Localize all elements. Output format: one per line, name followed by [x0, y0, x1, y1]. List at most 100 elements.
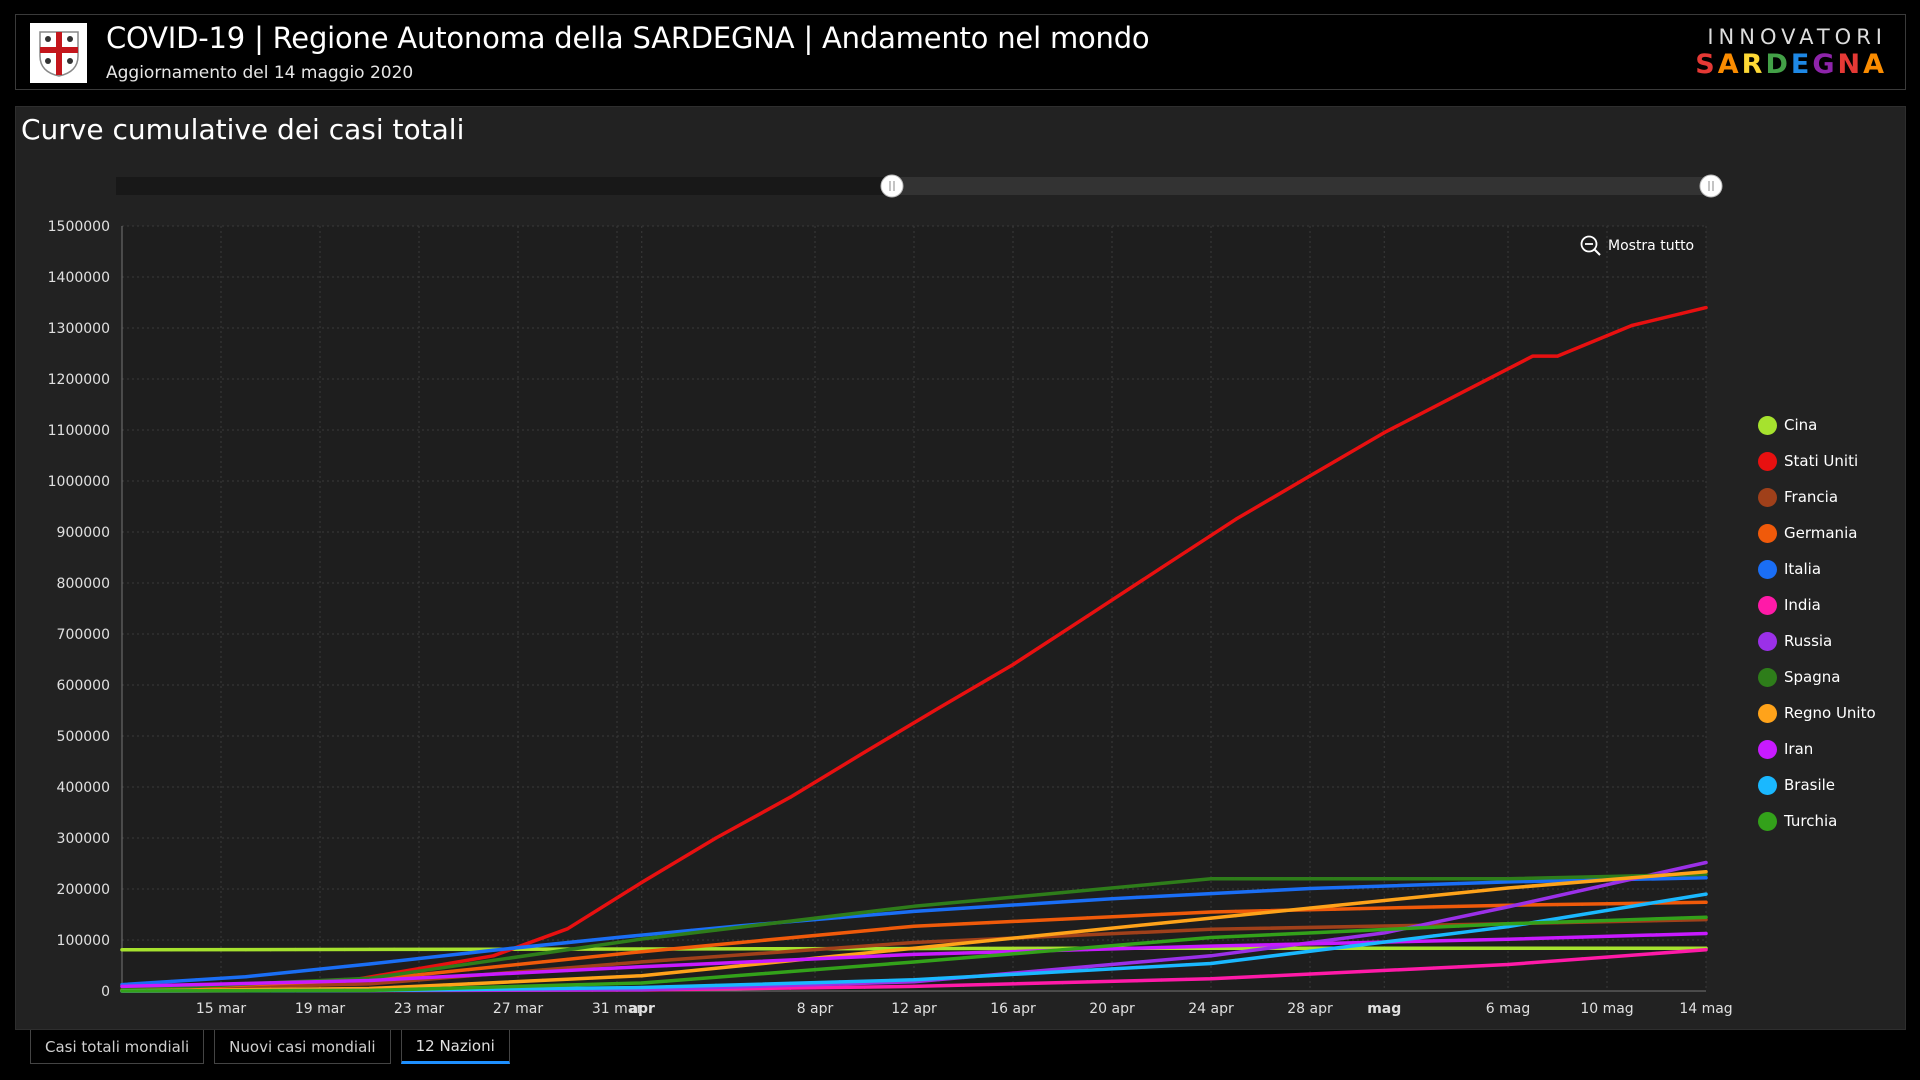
series-point-7: [887, 907, 891, 911]
legend-item[interactable]: Regno Unito: [1758, 695, 1876, 731]
series-point-3: [788, 936, 792, 940]
series-point-0: [1506, 946, 1510, 950]
series-point-7: [986, 897, 990, 902]
series-point-1: [1308, 474, 1312, 478]
series-point-11: [739, 973, 743, 978]
series-point-0: [145, 948, 149, 952]
legend-item[interactable]: Stati Uniti: [1758, 443, 1876, 479]
series-point-1: [1679, 312, 1683, 316]
series-point-4: [912, 909, 916, 914]
series-point-1: [1357, 445, 1362, 449]
series-point-7: [937, 902, 941, 906]
series-point-1: [1258, 503, 1263, 507]
legend-label: Iran: [1784, 740, 1814, 758]
series-point-6: [1085, 965, 1089, 969]
series-point-9: [1654, 933, 1659, 937]
series-point-1: [961, 691, 966, 696]
series-point-11: [788, 969, 792, 974]
series-point-4: [887, 911, 891, 916]
legend-item[interactable]: Germania: [1758, 515, 1876, 551]
legend-label: Italia: [1784, 560, 1822, 578]
legend-item[interactable]: Spagna: [1758, 659, 1876, 695]
series-point-9: [590, 967, 594, 971]
series-point-2: [912, 940, 916, 945]
series-point-10: [1308, 949, 1312, 953]
x-tick-label: 31 mar: [592, 1001, 642, 1017]
series-point-0: [739, 947, 743, 951]
y-tick-label: 600000: [57, 678, 110, 694]
series-point-2: [392, 980, 396, 984]
series-point-7: [1456, 877, 1461, 881]
series-point-11: [1481, 923, 1485, 927]
series-point-4: [615, 935, 619, 940]
legend-item[interactable]: Francia: [1758, 479, 1876, 515]
scrollbar-thumb: [892, 177, 1711, 195]
series-point-11: [442, 986, 446, 991]
series-point-1: [1481, 380, 1485, 384]
series-point-0: [961, 946, 966, 951]
line-chart: 0 100000 200000 300000 400000 500000 600000 700…: [48, 174, 1733, 1017]
series-point-5: [1184, 977, 1188, 982]
series-point-0: [1456, 946, 1461, 950]
tab-1[interactable]: Nuovi casi mondiali: [214, 1030, 391, 1064]
series-point-0: [1605, 946, 1609, 950]
scrollbar-start-handle[interactable]: [880, 174, 904, 198]
series-point-7: [1407, 877, 1411, 881]
series-point-11: [986, 954, 990, 958]
legend-item[interactable]: Cina: [1758, 407, 1876, 443]
series-point-7: [1357, 877, 1362, 881]
series-point-7: [1283, 877, 1287, 881]
series-point-8: [1679, 872, 1683, 876]
legend-label: Francia: [1784, 488, 1839, 506]
series-point-2: [838, 946, 842, 950]
series-point-5: [1085, 980, 1089, 984]
series-point-3: [1605, 902, 1609, 906]
series-point-3: [912, 924, 916, 928]
dashboard-header: COVID-19 | Regione Autonoma della SARDEG…: [15, 14, 1906, 90]
series-point-1: [1135, 582, 1139, 586]
legend-item[interactable]: India: [1758, 587, 1876, 623]
series-point-11: [1382, 927, 1386, 932]
legend-marker: [1758, 523, 1777, 543]
tab-0[interactable]: Casi totali mondiali: [30, 1030, 205, 1064]
series-point-0: [1654, 946, 1659, 950]
legend-item[interactable]: Turchia: [1758, 803, 1876, 839]
legend-marker: [1758, 451, 1777, 471]
series-point-9: [1209, 944, 1213, 948]
series-point-10: [1555, 917, 1560, 921]
legend-item[interactable]: Iran: [1758, 731, 1876, 767]
series-point-7: [466, 962, 471, 966]
series-point-4: [516, 946, 520, 950]
legend-marker: [1758, 559, 1777, 579]
series-point-1: [887, 735, 891, 740]
series-point-1: [664, 866, 669, 870]
show-all-button[interactable]: Mostra tutto: [1580, 235, 1694, 257]
legend-item[interactable]: Italia: [1758, 551, 1876, 587]
legend-item[interactable]: Brasile: [1758, 767, 1876, 803]
series-point-11: [1011, 952, 1015, 956]
series-point-6: [1184, 956, 1188, 960]
scrollbar-end-handle[interactable]: [1699, 174, 1723, 198]
tab-2[interactable]: 12 Nazioni: [400, 1030, 510, 1064]
series-point-11: [887, 962, 891, 966]
series-point-2: [1135, 931, 1139, 935]
series-point-4: [244, 975, 248, 979]
series-point-8: [1333, 903, 1337, 908]
series-point-4: [1283, 888, 1287, 892]
series-point-8: [689, 969, 693, 973]
series-point-9: [1432, 939, 1436, 943]
series-point-8: [1407, 896, 1411, 900]
legend-item[interactable]: Russia: [1758, 623, 1876, 659]
y-tick-label: 800000: [57, 576, 110, 592]
series-point-1: [788, 795, 792, 799]
series-point-0: [367, 947, 372, 952]
series-point-3: [986, 921, 990, 925]
series-point-0: [244, 948, 248, 952]
chart-title: Curve cumulative dei casi totali: [21, 113, 465, 146]
series-point-7: [1605, 874, 1609, 879]
series-point-8: [1184, 919, 1188, 923]
series-point-8: [1060, 931, 1065, 935]
series-point-7: [1481, 877, 1485, 881]
series-point-8: [961, 941, 966, 945]
series-point-10: [541, 987, 545, 991]
